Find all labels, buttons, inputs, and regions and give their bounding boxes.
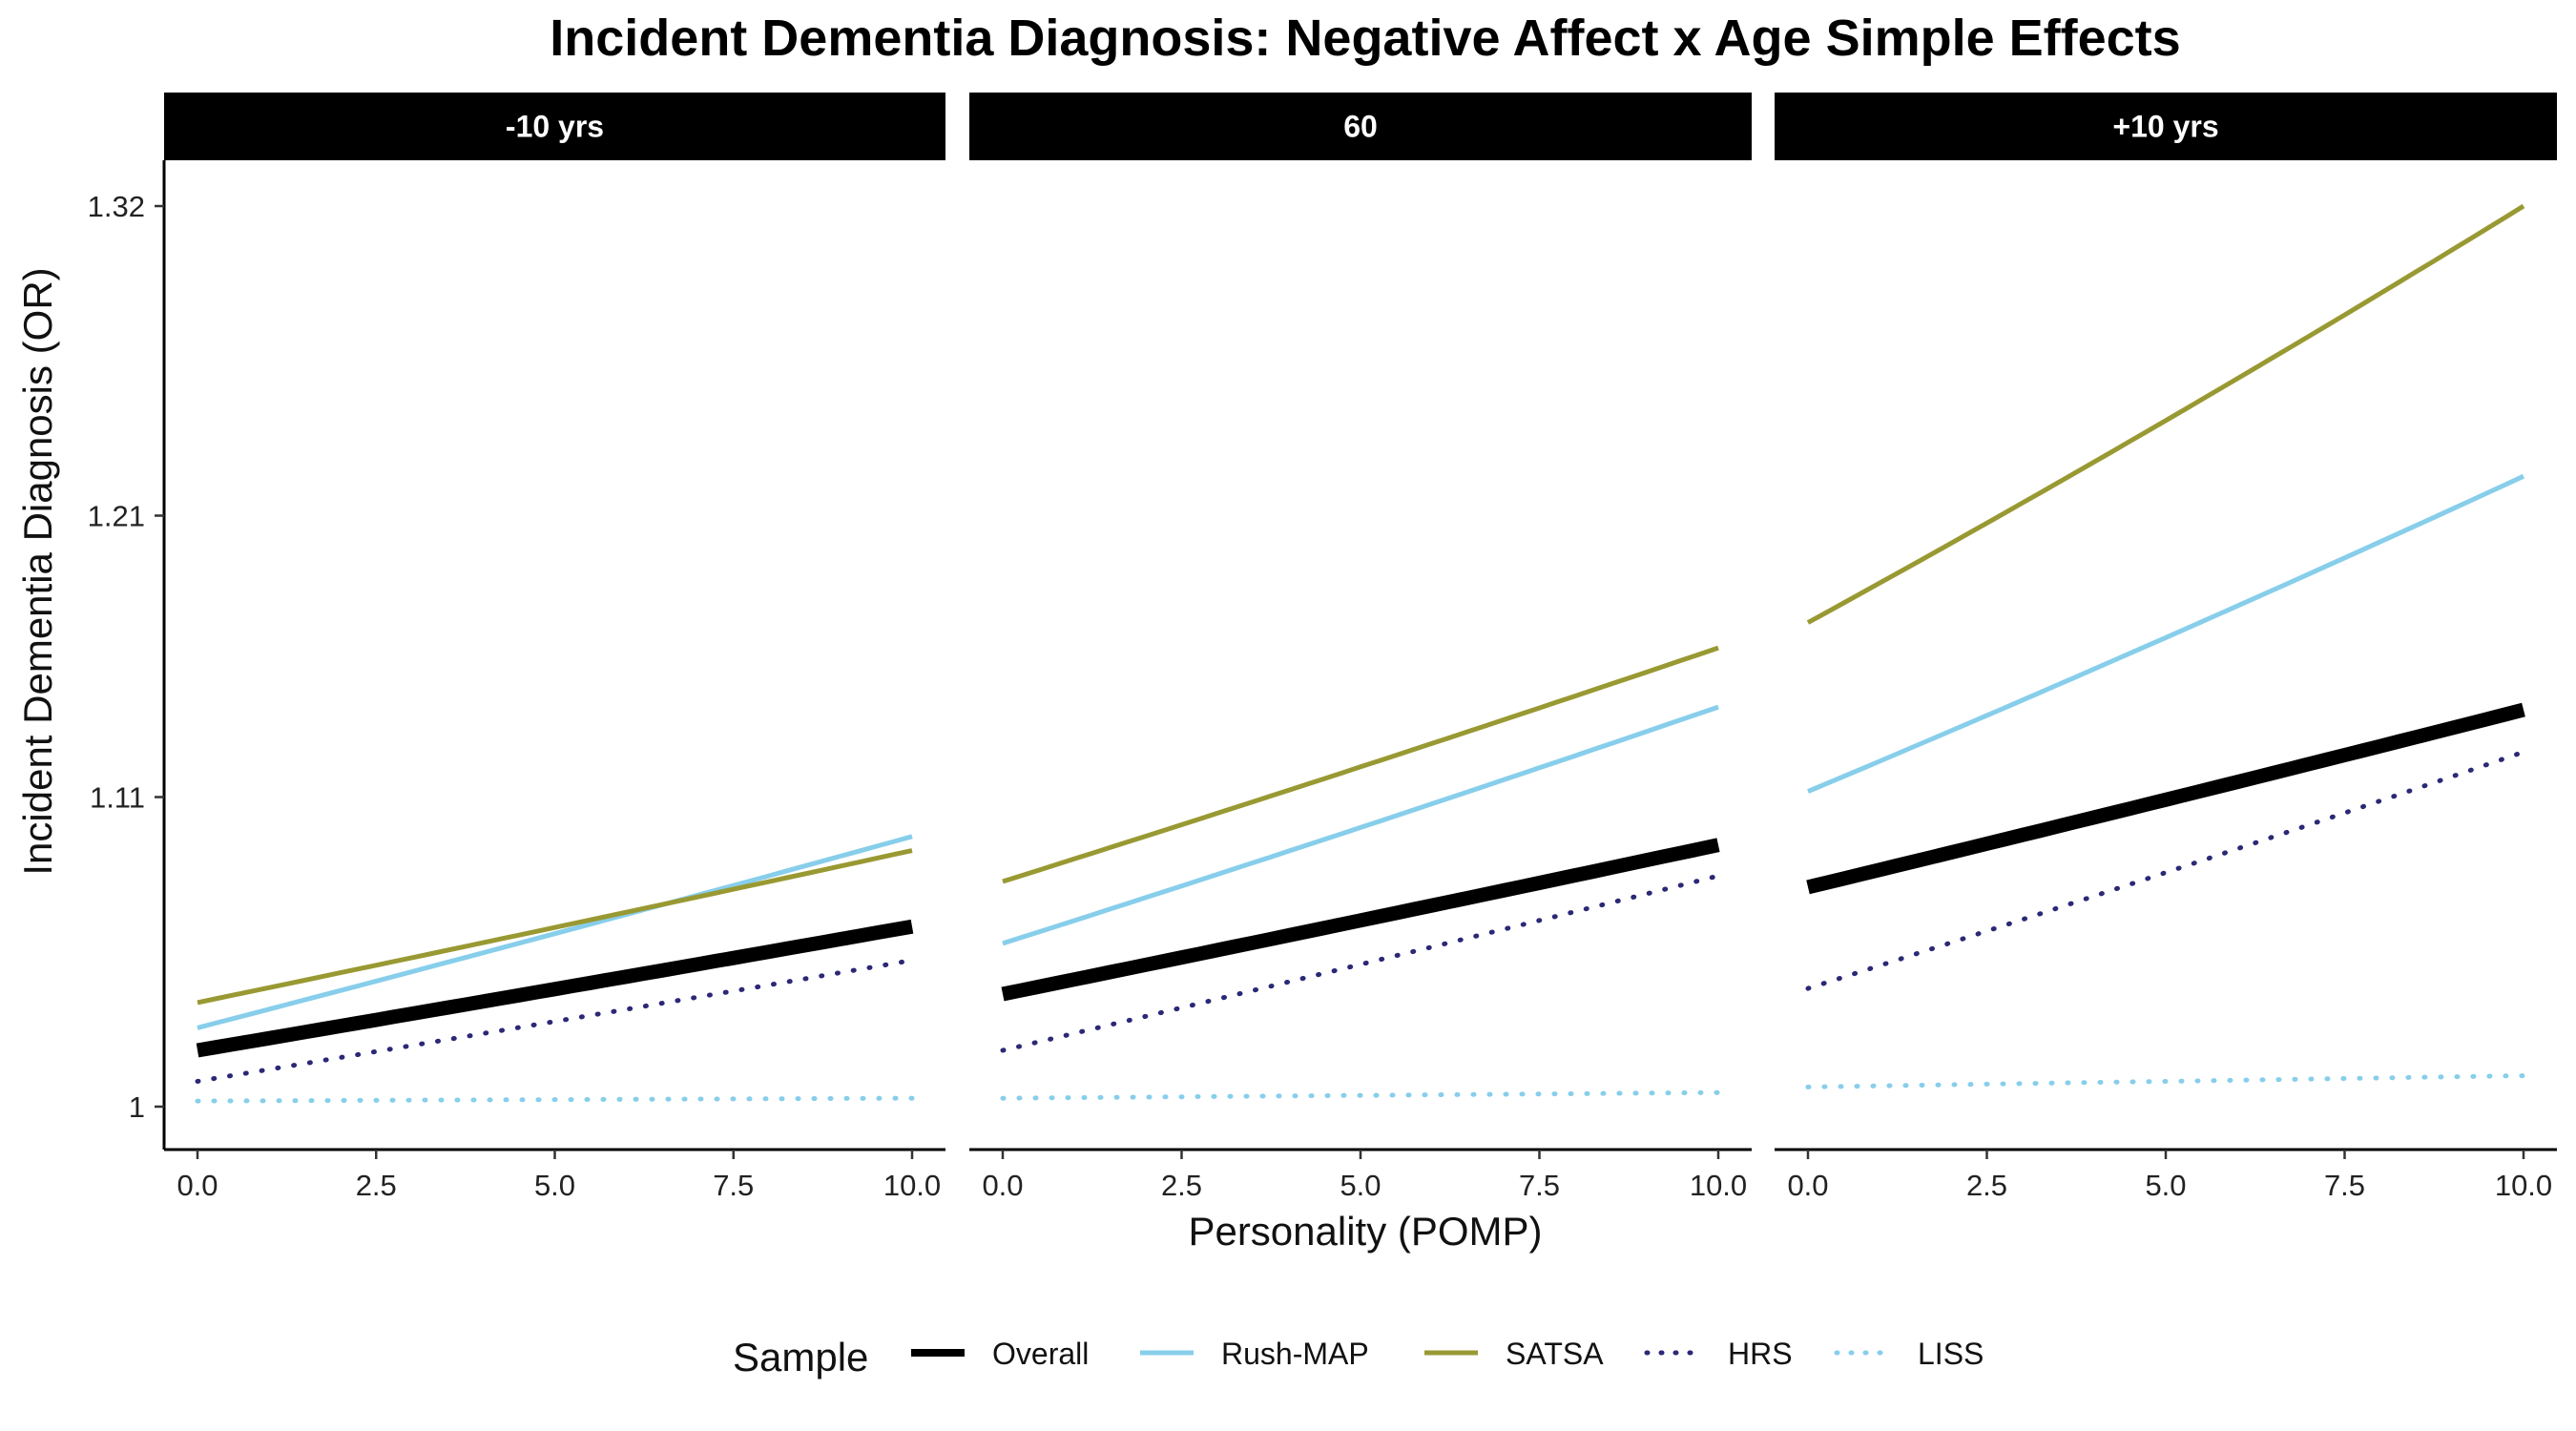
- y-tick-label: 1.32: [88, 190, 145, 223]
- series-line-overall: [1808, 710, 2524, 887]
- y-axis-title: Incident Dementia Diagnosis (OR): [15, 267, 60, 875]
- series-line-overall: [197, 926, 912, 1050]
- facet-panels: -10 yrs 0.0 2.5 5.0 7.5 10.0 60 0.0 2.5 5.0 7.5 10.…: [164, 93, 2557, 1202]
- legend-title: Sample: [733, 1335, 868, 1379]
- series-line-rush-map: [1003, 707, 1718, 944]
- series-line-hrs: [1808, 752, 2524, 988]
- series-line-satsa: [1808, 206, 2524, 623]
- series-line-satsa: [1003, 648, 1718, 881]
- legend-label-satsa: SATSA: [1506, 1337, 1604, 1371]
- facet-panel-1: -10 yrs 0.0 2.5 5.0 7.5 10.0: [164, 93, 945, 1202]
- y-tick-label: 1: [129, 1090, 145, 1124]
- x-tick-label: 10.0: [2495, 1169, 2552, 1202]
- series-line-liss: [1808, 1076, 2524, 1088]
- x-tick-label: 10.0: [883, 1169, 941, 1202]
- series-line-liss: [1003, 1092, 1718, 1098]
- legend: Sample Overall Rush-MAP SATSA HRS LISS: [733, 1335, 1984, 1379]
- facet-panel-3: +10 yrs 0.0 2.5 5.0 7.5 10.0: [1775, 93, 2557, 1202]
- legend-label-rush-map: Rush-MAP: [1221, 1337, 1369, 1371]
- series-line-hrs: [1003, 876, 1718, 1050]
- y-tick-label: 1.21: [88, 500, 145, 533]
- facet-strip-label: -10 yrs: [506, 110, 604, 144]
- x-tick-label: 5.0: [534, 1169, 575, 1202]
- x-tick-label: 10.0: [1690, 1169, 1747, 1202]
- series-line-overall: [1003, 845, 1718, 994]
- facet-strip-label: +10 yrs: [2112, 110, 2218, 144]
- legend-label-overall: Overall: [992, 1337, 1089, 1371]
- x-tick-label: 2.5: [1966, 1169, 2007, 1202]
- facet-panel-2: 60 0.0 2.5 5.0 7.5 10.0: [969, 93, 1752, 1202]
- legend-label-hrs: HRS: [1728, 1337, 1793, 1371]
- x-axis-title: Personality (POMP): [1188, 1209, 1542, 1254]
- x-tick-label: 5.0: [2145, 1169, 2186, 1202]
- x-tick-label: 7.5: [713, 1169, 754, 1202]
- y-tick-label: 1.11: [90, 781, 145, 815]
- x-tick-label: 5.0: [1340, 1169, 1381, 1202]
- x-tick-label: 7.5: [1519, 1169, 1560, 1202]
- legend-label-liss: LISS: [1918, 1337, 1984, 1371]
- facet-strip-label: 60: [1343, 110, 1378, 144]
- x-tick-label: 0.0: [1787, 1169, 1828, 1202]
- x-tick-label: 7.5: [2324, 1169, 2365, 1202]
- x-tick-label: 2.5: [356, 1169, 397, 1202]
- y-axis: 1 1.11 1.21 1.32: [88, 160, 164, 1150]
- series-line-rush-map: [197, 837, 912, 1028]
- x-tick-label: 0.0: [982, 1169, 1023, 1202]
- x-tick-label: 2.5: [1161, 1169, 1202, 1202]
- series-line-liss: [197, 1098, 912, 1101]
- x-tick-label: 0.0: [177, 1169, 218, 1202]
- chart-title: Incident Dementia Diagnosis: Negative Af…: [550, 10, 2180, 67]
